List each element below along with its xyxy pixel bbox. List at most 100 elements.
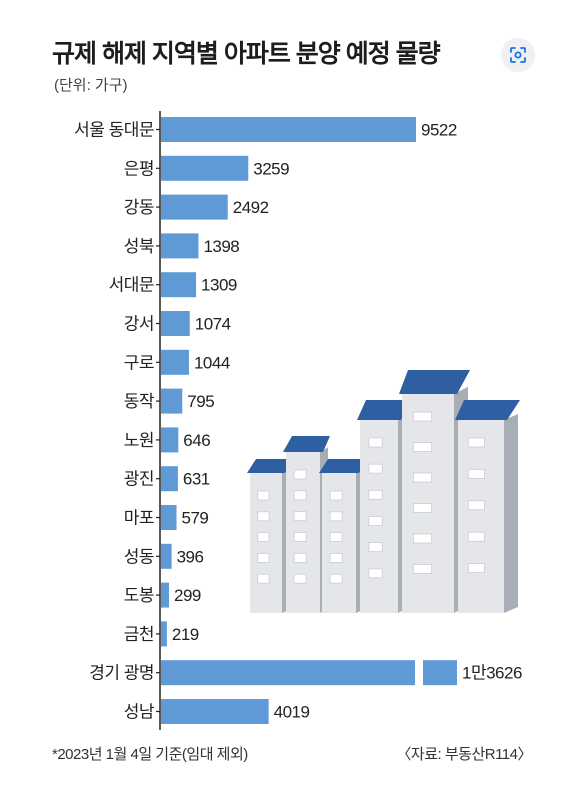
- bar: [161, 621, 167, 647]
- bar: [161, 660, 415, 686]
- building-window: [257, 573, 270, 584]
- building-window: [329, 511, 343, 522]
- building-tall-center: [399, 370, 470, 613]
- building-window: [368, 542, 383, 553]
- building-window: [467, 563, 485, 573]
- building-window: [329, 490, 343, 501]
- value-label: 396: [177, 547, 204, 566]
- apartment-buildings-illustration: [247, 370, 520, 613]
- bar-row: 은평 3259: [124, 155, 290, 181]
- building-window: [467, 531, 485, 542]
- building-window: [368, 568, 383, 579]
- bar: [161, 388, 183, 414]
- bar-row: 도봉 299: [124, 582, 201, 608]
- building-window: [467, 437, 485, 448]
- value-label: 646: [183, 431, 210, 450]
- bar-row: 성동 396: [124, 543, 204, 569]
- building-window: [257, 511, 270, 522]
- building-roof: [319, 459, 368, 473]
- bar: [161, 582, 170, 608]
- category-label: 금천: [124, 625, 154, 644]
- building-roof: [357, 400, 412, 420]
- value-label: 3259: [253, 159, 289, 178]
- building-window: [368, 489, 383, 500]
- bar: [161, 543, 172, 569]
- building-window: [329, 573, 343, 584]
- value-label: 1398: [203, 237, 239, 256]
- bar-row: 성남 4019: [124, 699, 310, 724]
- value-label: 4019: [274, 703, 310, 722]
- building-window: [412, 503, 433, 513]
- bar: [161, 117, 416, 142]
- category-label: 서대문: [109, 276, 154, 295]
- bar-row: 동작 795: [124, 388, 215, 414]
- bar: [161, 505, 177, 530]
- building-roof: [455, 400, 520, 420]
- value-label: 1074: [195, 315, 231, 334]
- building-window: [467, 468, 485, 479]
- category-label: 구로: [124, 353, 154, 372]
- value-label: 1309: [201, 276, 237, 295]
- building-front: [458, 420, 504, 613]
- source-note: 〈자료: 부동산R114〉: [396, 746, 532, 763]
- value-label: 299: [174, 586, 201, 605]
- building-window: [368, 437, 383, 448]
- bar: [161, 233, 199, 259]
- bar-row: 금천 219: [124, 621, 199, 647]
- building-roof: [283, 436, 330, 452]
- bar: [161, 349, 189, 375]
- building-tall-right: [455, 400, 520, 613]
- building-small-left: [247, 459, 294, 613]
- bar-continuation: [423, 660, 457, 686]
- category-label: 성남: [124, 703, 155, 722]
- bar: [161, 194, 228, 220]
- building-window: [368, 516, 383, 526]
- value-label: 579: [182, 509, 209, 528]
- building-window: [257, 532, 270, 542]
- building-window: [412, 442, 433, 452]
- footnote: *2023년 1월 4일 기준(임대 제외): [52, 746, 248, 763]
- building-window: [293, 490, 307, 501]
- bar-row: 강서 1074: [124, 311, 231, 336]
- building-window: [293, 573, 307, 584]
- building-window: [293, 532, 307, 542]
- bar: [161, 311, 190, 336]
- bar: [161, 155, 249, 181]
- bar-row: 경기 광명 1만3626: [89, 660, 522, 686]
- value-label: 1만3626: [462, 664, 522, 683]
- building-window: [368, 463, 383, 474]
- building-roof: [247, 459, 294, 473]
- category-label: 마포: [124, 509, 154, 528]
- category-label: 강동: [124, 198, 154, 217]
- image-search-icon: [510, 47, 526, 63]
- chart-card: 서울 동대문 9522 은평 3259 강동 2492 성북 1398 서대문 1309 강서 107…: [40, 14, 550, 774]
- building-window: [293, 469, 307, 480]
- category-label: 서울 동대문: [74, 121, 154, 140]
- building-window: [467, 500, 485, 511]
- category-label: 성북: [124, 237, 154, 256]
- category-label: 광진: [124, 470, 154, 489]
- bar: [161, 272, 197, 298]
- value-label: 9522: [421, 121, 457, 140]
- value-label: 631: [183, 470, 210, 489]
- bar: [161, 427, 179, 453]
- bar-row: 노원 646: [124, 427, 211, 453]
- bar-chart: 서울 동대문 9522 은평 3259 강동 2492 성북 1398 서대문 1309 강서 107…: [74, 111, 522, 730]
- category-label: 노원: [124, 431, 154, 450]
- bar-row: 성북 1398: [124, 233, 240, 259]
- building-window: [329, 532, 343, 542]
- image-search-button[interactable]: [501, 38, 535, 72]
- bar-row: 서울 동대문 9522: [74, 117, 457, 142]
- bar-row: 구로 1044: [124, 349, 230, 375]
- category-label: 도봉: [124, 586, 154, 605]
- building-window: [412, 564, 433, 574]
- bar-row: 서대문 1309: [109, 272, 237, 298]
- bar: [161, 699, 269, 724]
- bar-row: 강동 2492: [124, 194, 269, 220]
- building-window: [257, 490, 270, 501]
- value-label: 795: [187, 392, 214, 411]
- building-side: [504, 414, 518, 613]
- building-window: [412, 411, 433, 422]
- building-window: [293, 511, 307, 522]
- category-label: 강서: [124, 315, 154, 334]
